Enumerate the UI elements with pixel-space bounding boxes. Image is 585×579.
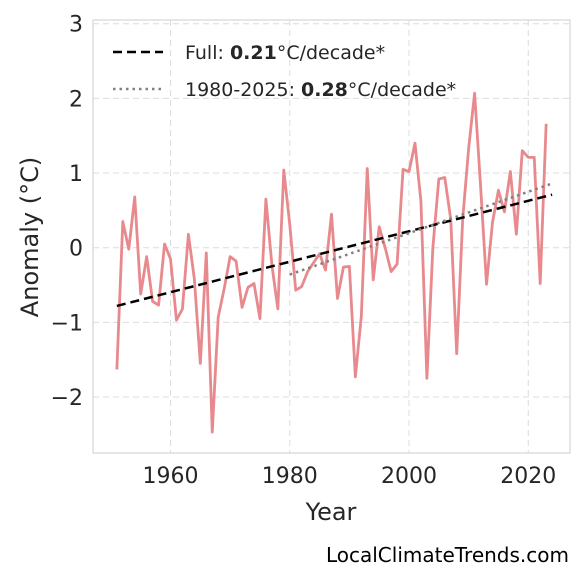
watermark-text: LocalClimateTrends.com <box>325 543 569 567</box>
x-tick-labels: 1960 1980 2000 2020 <box>143 464 557 489</box>
x-axis-label: Year <box>305 498 357 526</box>
x-tick-label: 1960 <box>143 464 199 489</box>
legend-1980-2025-value: 0.28 <box>301 79 348 101</box>
y-tick-label: 0 <box>69 237 83 262</box>
y-axis-label: Anomaly (°C) <box>16 157 44 317</box>
x-tick-label: 2000 <box>381 464 437 489</box>
x-tick-label: 1980 <box>262 464 318 489</box>
series-lines <box>115 91 553 434</box>
y-tick-label: 1 <box>69 162 83 187</box>
legend: Full: 0.21°C/decade* 1980-2025: 0.28°C/d… <box>113 42 456 101</box>
trend-line-full <box>116 193 553 308</box>
legend-full-suffix: °C/decade* <box>277 42 385 64</box>
legend-1980-2025-suffix: °C/decade* <box>348 79 456 101</box>
grid <box>93 20 570 453</box>
legend-full-prefix: Full: <box>185 42 230 64</box>
y-tick-labels: −2 −1 0 1 2 3 <box>51 13 83 411</box>
y-tick-label: −2 <box>51 386 83 411</box>
legend-1980-2025-prefix: 1980-2025: <box>185 79 301 101</box>
x-tick-label: 2020 <box>500 464 556 489</box>
y-tick-label: 3 <box>69 13 83 38</box>
y-tick-label: −1 <box>51 311 83 336</box>
series-line-anomaly <box>115 91 548 434</box>
legend-full-value: 0.21 <box>230 42 277 64</box>
trend-line-1980-2025 <box>289 182 553 276</box>
legend-label-full: Full: 0.21°C/decade* <box>185 42 385 64</box>
legend-label-1980-2025: 1980-2025: 0.28°C/decade* <box>185 79 456 101</box>
y-tick-label: 2 <box>69 87 83 112</box>
